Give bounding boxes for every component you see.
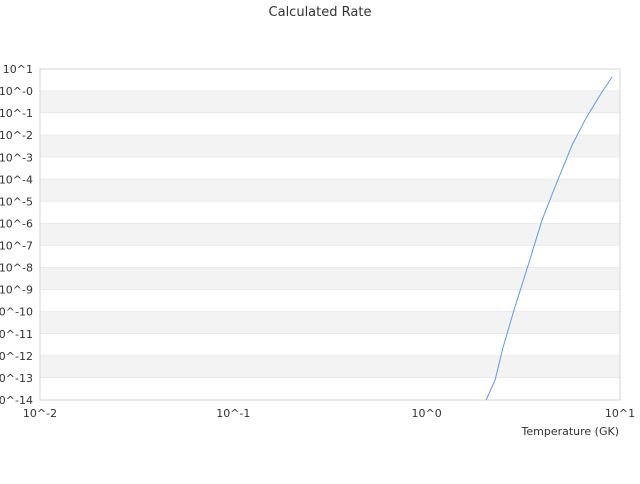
grid-band [40,179,620,202]
x-tick-label: 10^0 [412,407,442,420]
y-tick-label: 10^-7 [0,240,33,253]
y-tick-label: 10^-2 [0,129,33,142]
grid-band [40,311,620,334]
x-tick-label: 10^-2 [23,407,57,420]
y-tick-label: 10^-5 [0,195,33,208]
grid-band [40,91,620,114]
x-axis-label: Temperature (GK) [521,425,620,438]
series-layer [485,76,613,401]
y-tick-label: 10^-4 [0,173,33,186]
grid-bands [40,69,620,401]
y-tick-label: 10^-11 [0,328,33,341]
grid-band [40,289,620,312]
grid-band [40,223,620,246]
grid-band [40,69,620,92]
grid-band [40,157,620,180]
y-axis-ticks: 10^1 10^-0 10^-1 10^-2 10^-3 10^-4 10^-5 10^-6 1… [0,63,33,407]
y-tick-label: 10^-6 [0,217,33,230]
plot-frame [39,68,621,401]
x-tick-label: 10^-1 [216,407,250,420]
grid-band [40,113,620,136]
x-tick-label: 10^1 [605,407,635,420]
grid-band [40,355,620,378]
y-tick-label: 10^-14 [0,394,33,407]
grid-band [40,333,620,356]
grid-band [40,267,620,290]
chart-title: Calculated Rate [269,5,372,20]
y-tick-label: 10^-3 [0,151,33,164]
y-tick-label: 10^-10 [0,306,33,319]
y-tick-label: 10^-12 [0,350,33,363]
grid-band [40,201,620,224]
y-tick-label: 10^1 [3,63,33,76]
y-tick-label: 10^-8 [0,262,33,275]
y-tick-label: 10^-0 [0,85,33,98]
x-axis-ticks: 10^-2 10^-1 10^0 10^1 [23,407,635,420]
grid-band [40,245,620,268]
rate-line [485,76,613,401]
y-tick-label: 10^-13 [0,372,33,385]
y-tick-label: 10^-1 [0,107,33,120]
grid-band [40,377,620,400]
y-tick-label: 10^-9 [0,284,33,297]
grid-band [40,135,620,158]
